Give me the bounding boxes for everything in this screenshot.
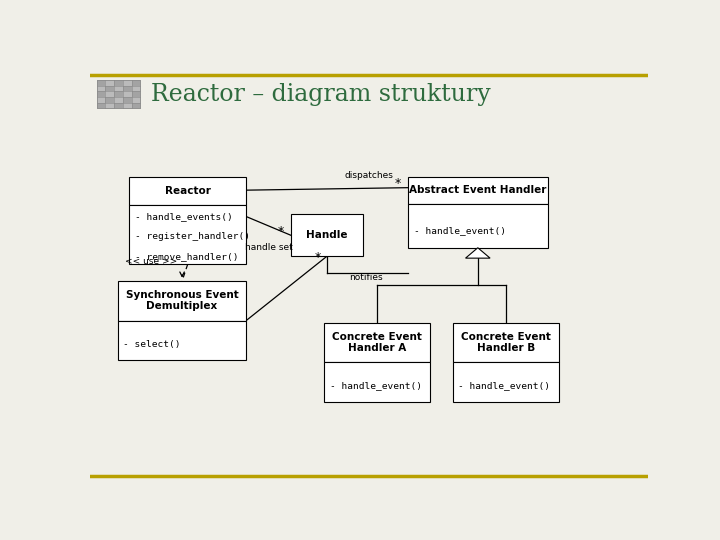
Bar <box>324 362 431 402</box>
Bar <box>114 91 123 97</box>
Bar <box>96 103 105 109</box>
Bar <box>291 214 364 256</box>
Bar <box>96 91 105 97</box>
Text: - register_handler(): - register_handler() <box>135 232 250 241</box>
Text: dispatches: dispatches <box>345 171 393 180</box>
Text: Handler A: Handler A <box>348 343 407 353</box>
Bar <box>118 321 246 360</box>
Text: << use >>: << use >> <box>125 258 178 266</box>
Bar <box>114 103 123 109</box>
Bar <box>408 204 547 248</box>
Bar <box>96 80 105 86</box>
Bar <box>105 97 114 103</box>
Bar <box>132 91 140 97</box>
Bar <box>114 80 123 86</box>
Bar <box>105 86 114 91</box>
Bar <box>129 205 246 265</box>
Bar <box>129 177 246 205</box>
Bar <box>408 177 547 204</box>
Text: - handle_event(): - handle_event() <box>459 381 550 390</box>
Text: Reactor: Reactor <box>165 186 210 196</box>
Text: Synchronous Event: Synchronous Event <box>126 290 238 300</box>
Bar <box>453 322 559 362</box>
Text: Abstract Event Handler: Abstract Event Handler <box>409 186 546 195</box>
Bar <box>132 80 140 86</box>
Bar <box>123 97 132 103</box>
Text: Reactor – diagram struktury: Reactor – diagram struktury <box>151 83 491 106</box>
Text: notifies: notifies <box>349 273 383 282</box>
Text: *: * <box>395 177 401 190</box>
Text: handle set: handle set <box>245 243 292 252</box>
Bar <box>123 86 132 91</box>
Text: - handle_event(): - handle_event() <box>330 381 422 390</box>
Text: Handle: Handle <box>307 230 348 240</box>
Text: Handler B: Handler B <box>477 343 535 353</box>
Bar <box>96 80 140 109</box>
Text: Concrete Event: Concrete Event <box>333 332 423 342</box>
Bar <box>118 281 246 321</box>
Text: Concrete Event: Concrete Event <box>461 332 551 342</box>
Bar <box>453 362 559 402</box>
Text: *: * <box>315 251 321 264</box>
Text: Demultiplex: Demultiplex <box>146 301 217 311</box>
Bar <box>324 322 431 362</box>
Text: *: * <box>278 225 284 238</box>
Text: - remove_handler(): - remove_handler() <box>135 252 238 261</box>
Text: - handle_events(): - handle_events() <box>135 212 233 221</box>
Text: - select(): - select() <box>124 340 181 349</box>
Text: - handle_event(): - handle_event() <box>413 226 505 235</box>
Polygon shape <box>466 248 490 258</box>
Bar <box>132 103 140 109</box>
